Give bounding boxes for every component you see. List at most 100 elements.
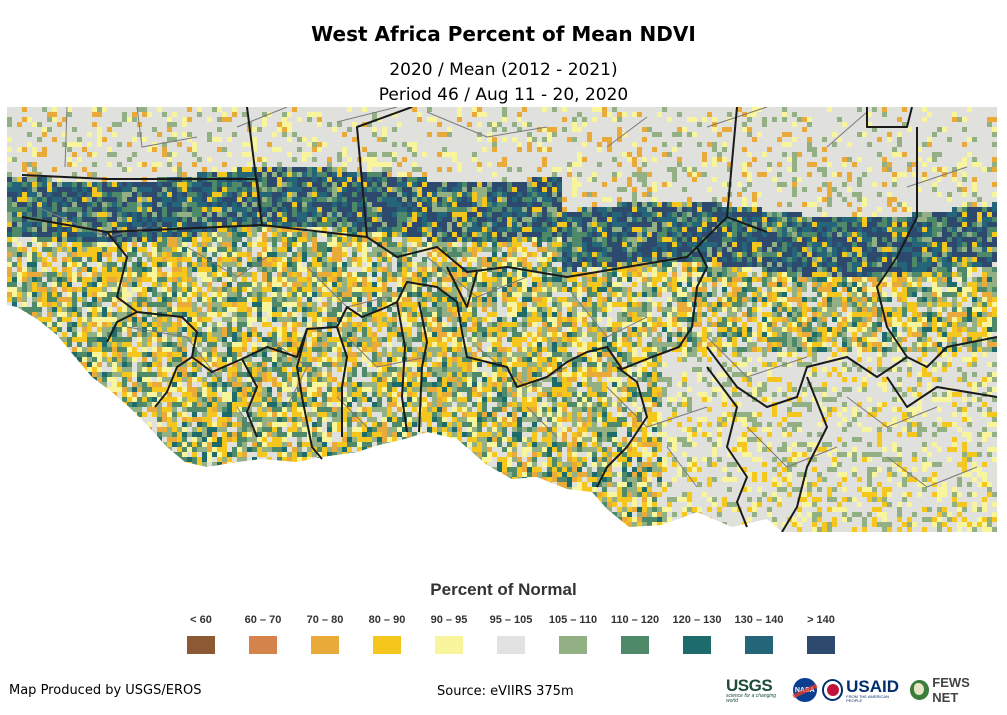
ndvi-pixel	[567, 227, 572, 232]
ndvi-pixel	[282, 282, 287, 287]
ndvi-pixel	[177, 252, 182, 257]
ndvi-pixel	[597, 277, 602, 282]
ndvi-pixel	[667, 167, 672, 172]
ndvi-pixel	[317, 297, 322, 302]
ndvi-pixel	[727, 167, 732, 172]
ndvi-pixel	[427, 117, 432, 122]
ndvi-pixel	[327, 292, 332, 297]
ndvi-pixel	[702, 262, 707, 267]
ndvi-pixel	[27, 187, 32, 192]
ndvi-pixel	[857, 192, 862, 197]
ndvi-pixel	[407, 257, 412, 262]
ndvi-pixel	[957, 237, 962, 242]
ndvi-pixel	[237, 237, 242, 242]
ndvi-pixel	[832, 257, 837, 262]
ndvi-pixel	[637, 272, 642, 277]
ndvi-pixel	[957, 182, 962, 187]
ndvi-pixel	[702, 222, 707, 227]
ndvi-pixel	[312, 267, 317, 272]
ndvi-pixel	[517, 232, 522, 237]
ndvi-pixel	[852, 277, 857, 282]
ndvi-pixel	[167, 207, 172, 212]
ndvi-pixel	[72, 202, 77, 207]
ndvi-pixel	[932, 182, 937, 187]
ndvi-pixel	[977, 222, 982, 227]
ndvi-pixel	[792, 252, 797, 257]
ndvi-pixel	[127, 252, 132, 257]
ndvi-pixel	[282, 232, 287, 237]
ndvi-pixel	[377, 197, 382, 202]
ndvi-pixel	[772, 297, 777, 302]
ndvi-pixel	[912, 257, 917, 262]
ndvi-pixel	[347, 197, 352, 202]
ndvi-pixel	[197, 267, 202, 272]
ndvi-pixel	[107, 182, 112, 187]
ndvi-pixel	[892, 272, 897, 277]
ndvi-pixel	[277, 277, 282, 282]
ndvi-pixel	[437, 187, 442, 192]
ndvi-pixel	[977, 227, 982, 232]
ndvi-pixel	[542, 192, 547, 197]
ndvi-pixel	[922, 222, 927, 227]
ndvi-pixel	[402, 157, 407, 162]
ndvi-pixel	[642, 267, 647, 272]
ndvi-pixel	[142, 302, 147, 307]
ndvi-pixel	[547, 182, 552, 187]
ndvi-pixel	[692, 222, 697, 227]
ndvi-pixel	[967, 217, 972, 222]
ndvi-pixel	[442, 187, 447, 192]
ndvi-pixel	[392, 197, 397, 202]
ndvi-pixel	[52, 182, 57, 187]
ndvi-pixel	[137, 302, 142, 307]
ndvi-pixel	[902, 297, 907, 302]
ndvi-pixel	[402, 297, 407, 302]
ndvi-pixel	[922, 257, 927, 262]
ndvi-pixel	[307, 187, 312, 192]
ndvi-pixel	[77, 222, 82, 227]
ndvi-pixel	[987, 167, 992, 172]
ndvi-pixel	[962, 252, 967, 257]
ndvi-pixel	[337, 267, 342, 272]
ndvi-pixel	[207, 157, 212, 162]
ndvi-pixel	[782, 182, 787, 187]
ndvi-pixel	[397, 182, 402, 187]
ndvi-pixel	[477, 282, 482, 287]
ndvi-pixel	[597, 257, 602, 262]
ndvi-pixel	[37, 182, 42, 187]
ndvi-pixel	[412, 252, 417, 257]
ndvi-pixel	[342, 277, 347, 282]
ndvi-pixel	[887, 217, 892, 222]
ndvi-pixel	[497, 277, 502, 282]
ndvi-pixel	[327, 282, 332, 287]
ndvi-pixel	[797, 262, 802, 267]
ndvi-pixel	[512, 252, 517, 257]
ndvi-pixel	[707, 207, 712, 212]
ndvi-pixel	[692, 167, 697, 172]
ndvi-pixel	[317, 242, 322, 247]
ndvi-pixel	[747, 152, 752, 157]
ndvi-pixel	[7, 262, 12, 267]
ndvi-pixel	[322, 197, 327, 202]
ndvi-pixel	[962, 127, 967, 132]
ndvi-pixel	[357, 182, 362, 187]
ndvi-pixel	[277, 162, 282, 167]
ndvi-pixel	[992, 217, 997, 222]
ndvi-pixel	[112, 222, 117, 227]
ndvi-pixel	[652, 222, 657, 227]
ndvi-pixel	[577, 252, 582, 257]
ndvi-pixel	[432, 252, 437, 257]
ndvi-pixel	[117, 162, 122, 167]
ndvi-pixel	[312, 232, 317, 237]
ndvi-pixel	[282, 202, 287, 207]
ndvi-pixel	[237, 252, 242, 257]
ndvi-pixel	[257, 252, 262, 257]
ndvi-pixel	[747, 177, 752, 182]
ndvi-pixel	[582, 282, 587, 287]
ndvi-pixel	[572, 287, 577, 292]
ndvi-pixel	[632, 172, 637, 177]
ndvi-pixel	[552, 227, 557, 232]
ndvi-pixel	[677, 247, 682, 252]
ndvi-pixel	[532, 227, 537, 232]
ndvi-pixel	[287, 272, 292, 277]
ndvi-pixel	[732, 257, 737, 262]
